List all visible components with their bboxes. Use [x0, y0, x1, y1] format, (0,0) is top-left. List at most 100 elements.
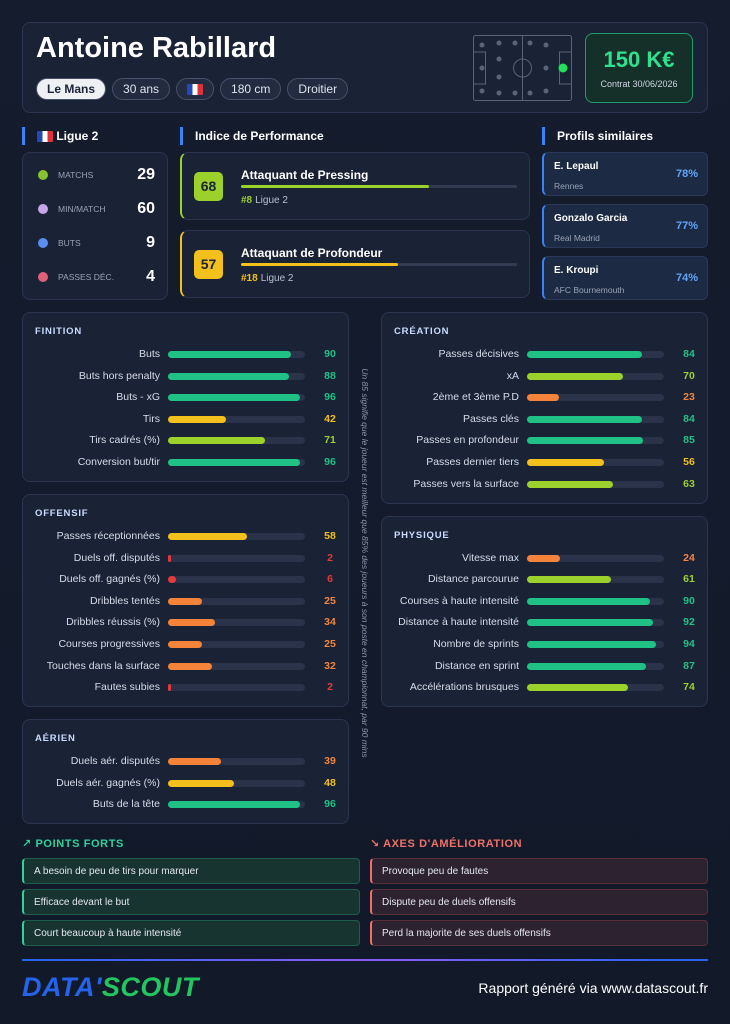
metric-bar: [527, 597, 651, 605]
metric-bar: [527, 619, 654, 627]
metric-value: 74: [683, 681, 695, 694]
score-bar: [241, 263, 399, 266]
metric-value: 34: [324, 616, 336, 629]
logo: DATA'SCOUT: [22, 972, 199, 1003]
metric-label: Distance en sprint: [434, 659, 519, 672]
stat-icon: [38, 238, 48, 248]
flag: [187, 84, 204, 96]
metric-label: Tirs cadrés (%): [89, 434, 160, 447]
section-title: FINITION: [35, 326, 83, 337]
metric-value: 42: [324, 412, 336, 425]
stat-icon: [38, 170, 48, 180]
score-box: 68: [194, 172, 223, 201]
metric-label: Touches dans la surface: [46, 659, 160, 672]
metric-bar: [168, 758, 222, 766]
stat-label: MATCHS: [58, 170, 94, 180]
similar-title: Profils similaires: [542, 127, 653, 145]
metric-label: Tirs: [142, 412, 160, 425]
metric-bar: [527, 351, 643, 358]
metric-track: [168, 372, 305, 380]
metric-value: 84: [683, 412, 695, 425]
metric-bar: [527, 415, 643, 423]
metric-value: 56: [683, 456, 695, 468]
metric-bar: [527, 459, 604, 466]
metric-bar: [168, 459, 300, 466]
metric-track: [527, 684, 664, 692]
stat-icon: [38, 204, 48, 214]
similar-card: [542, 204, 708, 248]
footer-text: Rapport généré via www.datascout.fr: [478, 980, 708, 996]
stat-label: PASSES DÉC.: [58, 272, 115, 282]
metric-track: [168, 619, 305, 627]
metric-track: [168, 394, 305, 402]
metric-value: 90: [683, 594, 695, 607]
similar-club: Rennes: [554, 181, 584, 191]
section-title: CRÉATION: [394, 326, 450, 337]
metric-bar: [527, 684, 629, 692]
section-title: AÉRIEN: [35, 733, 76, 745]
strength-item: Court beaucoup à haute intensité: [22, 920, 360, 946]
metric-track: [527, 641, 664, 648]
metric-track: [168, 597, 305, 605]
tag: 180 cm: [220, 78, 282, 100]
metric-label: Duels off. gagnés (%): [59, 573, 160, 586]
rank-line: #8 Ligue 2: [241, 195, 288, 206]
metric-track: [168, 533, 305, 540]
metric-label: Duels off. disputés: [73, 551, 160, 564]
metric-value: 84: [683, 348, 695, 360]
metric-value: 94: [683, 638, 695, 650]
metric-label: Distance parcourue: [427, 573, 519, 586]
metric-track: [527, 662, 664, 670]
metric-bar: [168, 619, 215, 627]
metric-track: [527, 597, 664, 605]
weaknesse-item: Dispute peu de duels offensifs: [370, 889, 708, 915]
rank: #8: [241, 195, 253, 206]
value-box: 150 K€ Contrat 30/06/2026: [585, 33, 693, 103]
similar-club: Real Madrid: [554, 233, 600, 243]
metric-track: [168, 576, 305, 584]
metric-bar: [168, 801, 300, 809]
metric-label: Buts de la tête: [92, 798, 160, 811]
stat-value: 9: [146, 234, 155, 251]
stat-value: 4: [146, 268, 155, 285]
metric-bar: [168, 554, 171, 562]
metric-label: Courses progressives: [58, 638, 160, 650]
metric-track: [168, 415, 305, 423]
metric-bar: [168, 415, 226, 423]
metric-bar: [527, 576, 611, 584]
similar-club: AFC Bournemouth: [554, 285, 625, 295]
metric-bar: [527, 394, 559, 402]
rank-line: #18 Ligue 2: [241, 273, 294, 284]
rank-league: Ligue 2: [260, 273, 294, 284]
section-title: PHYSIQUE: [394, 529, 450, 541]
metric-track: [168, 437, 305, 445]
section-card: [381, 312, 708, 504]
metric-label: Passes en profondeur: [416, 434, 519, 447]
stat-label: BUTS: [58, 238, 81, 248]
metric-value: 2: [327, 551, 333, 564]
metric-bar: [527, 662, 647, 670]
metric-value: 96: [324, 798, 336, 811]
metric-bar: [527, 641, 656, 648]
stat-value: 60: [137, 200, 155, 217]
metric-track: [168, 684, 305, 692]
metric-value: 90: [324, 348, 336, 360]
stat-icon: [38, 272, 48, 282]
similar-name: E. Lepaul: [554, 161, 599, 172]
similar-card: [542, 152, 708, 196]
metric-track: [527, 459, 664, 466]
metric-value: 87: [683, 659, 695, 672]
metric-bar: [168, 641, 203, 648]
metric-bar: [168, 394, 300, 402]
section-card: [381, 515, 708, 708]
metric-value: 70: [683, 369, 695, 382]
metric-label: Buts - xG: [116, 391, 160, 404]
metric-value: 23: [683, 391, 695, 404]
metric-value: 6: [327, 573, 333, 586]
metric-value: 32: [324, 659, 336, 672]
metric-track: [527, 351, 664, 358]
stat-value: 29: [137, 166, 155, 183]
metric-label: Dribbles tentés: [89, 594, 160, 607]
rank-league: Ligue 2: [255, 195, 288, 206]
